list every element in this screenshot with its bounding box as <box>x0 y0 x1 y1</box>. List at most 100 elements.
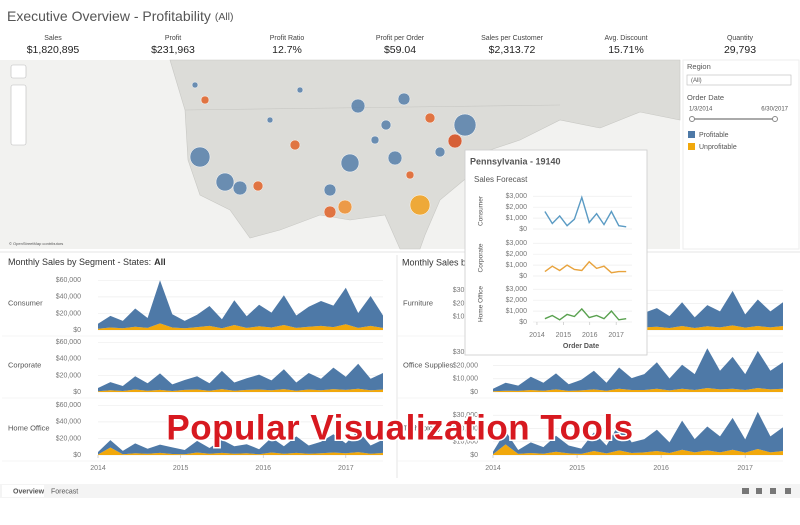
view-icon[interactable] <box>785 488 791 494</box>
area <box>98 323 383 330</box>
x-tick-label: 2014 <box>529 332 545 339</box>
legend-label: Unprofitable <box>699 144 737 151</box>
row-label: Corporate <box>8 360 41 369</box>
area <box>98 363 383 392</box>
map-bubble <box>337 199 353 215</box>
panel-bg <box>682 59 800 250</box>
tab-label[interactable]: Forecast <box>51 488 78 495</box>
map-bubble <box>266 116 274 124</box>
row-label: Consumer <box>478 195 485 226</box>
y-tick-label: $30,000 <box>453 412 478 419</box>
view-icon[interactable] <box>742 488 749 494</box>
line <box>544 195 627 228</box>
view-icon[interactable] <box>770 488 776 494</box>
date-end: 6/30/2017 <box>761 107 788 113</box>
kpi-value: 29,793 <box>724 44 756 56</box>
area <box>493 348 783 392</box>
kpi-label: Sales per Customer <box>481 35 544 42</box>
section-title-state: All <box>154 257 166 267</box>
map-bubble <box>380 119 392 131</box>
section-title-text: Monthly Sales by Segment - States: <box>8 257 151 267</box>
map-bubble <box>200 95 210 105</box>
section-title: Monthly Sales by Segment - States: All <box>8 257 166 267</box>
y-tick-label: $20,000 <box>453 425 478 432</box>
kpi-row: Sales $1,820,895 Profit $231,963 Profit Rati… <box>27 35 756 56</box>
tab-label[interactable]: Overview <box>13 488 45 495</box>
area <box>493 444 783 455</box>
map-attribution: © OpenStreetMap contributors <box>9 241 63 246</box>
y-tick-label: $0 <box>519 273 527 280</box>
dashboard-title: Executive Overview - Profitability (All) <box>7 8 234 24</box>
row-label: Home Office <box>8 423 50 432</box>
map-bubble <box>252 180 264 192</box>
map-bubble <box>191 81 199 89</box>
kpi-label: Quantity <box>727 35 754 42</box>
x-tick-label: 2017 <box>608 332 624 339</box>
map-bubble <box>215 172 235 192</box>
map-bubble <box>340 153 360 173</box>
view-icon[interactable] <box>756 488 762 494</box>
kpi-label: Avg. Discount <box>604 35 647 42</box>
row-label: Corporate <box>478 243 485 272</box>
kpi-label: Profit Ratio <box>270 35 305 42</box>
tab-active[interactable] <box>2 485 44 497</box>
row-label: Technology <box>403 423 441 432</box>
map-bubble <box>323 183 337 197</box>
x-tick-label: 2015 <box>173 465 189 472</box>
y-tick-label: $20,000 <box>56 372 81 379</box>
area <box>493 411 783 455</box>
map-bubble <box>405 170 415 180</box>
y-tick-label: $0 <box>73 327 81 334</box>
area <box>98 280 383 329</box>
y-tick-label: $0 <box>73 389 81 396</box>
title-main: Executive Overview - Profitability <box>7 8 211 24</box>
slider-handle[interactable] <box>772 116 778 122</box>
tooltip-box <box>464 149 648 356</box>
row-label: Consumer <box>8 298 43 307</box>
map-bubbles <box>189 81 477 219</box>
x-tick-label: 2016 <box>582 332 598 339</box>
kpi-value: $1,820,895 <box>27 44 80 56</box>
map-bubble <box>296 86 304 94</box>
y-tick-label: $20,000 <box>56 435 81 442</box>
x-tick-label: 2014 <box>485 465 501 472</box>
x-tick-label: 2015 <box>569 465 585 472</box>
y-tick-label: $10,000 <box>453 376 478 383</box>
y-tick-label: $1,000 <box>506 262 528 269</box>
y-tick-label: $3,000 <box>506 193 528 200</box>
overlay-title: Popular Visualization Tools <box>166 408 633 447</box>
map-bubble <box>447 133 463 149</box>
map-bubble <box>350 98 366 114</box>
y-tick-label: $1,000 <box>506 308 528 315</box>
slider-handle[interactable] <box>689 116 695 122</box>
area <box>98 388 383 392</box>
tooltip-x-label: Order Date <box>563 343 599 350</box>
x-tick-label: 2017 <box>338 465 354 472</box>
region-dropdown[interactable] <box>686 74 792 86</box>
kpi-value: 15.71% <box>608 44 644 56</box>
map-bubble <box>370 135 380 145</box>
map-border <box>184 104 561 111</box>
kpi-value: $2,313.72 <box>489 44 536 56</box>
kpi-label: Sales <box>44 35 62 42</box>
legend-swatch <box>688 143 695 150</box>
x-tick-label: 2015 <box>556 332 572 339</box>
map-search-button[interactable] <box>10 64 27 79</box>
y-tick-label: $0 <box>519 226 527 233</box>
tooltip-title: Pennsylvania - 19140 <box>470 156 561 166</box>
tooltip-subtitle: Sales Forecast <box>474 175 528 184</box>
map-bubble <box>409 194 431 216</box>
map-bubble <box>189 146 211 168</box>
line <box>544 307 627 321</box>
tab-bar-bg <box>0 484 800 498</box>
kpi-value: 12.7% <box>272 44 302 56</box>
view-icons <box>742 488 791 494</box>
map-zoom-controls[interactable] <box>10 84 27 146</box>
y-tick-label: $1,000 <box>506 215 528 222</box>
date-label: Order Date <box>687 93 724 102</box>
y-tick-label: $3,000 <box>506 240 528 247</box>
map-bubble <box>232 180 248 196</box>
map-bubble <box>323 205 337 219</box>
line <box>544 260 627 274</box>
